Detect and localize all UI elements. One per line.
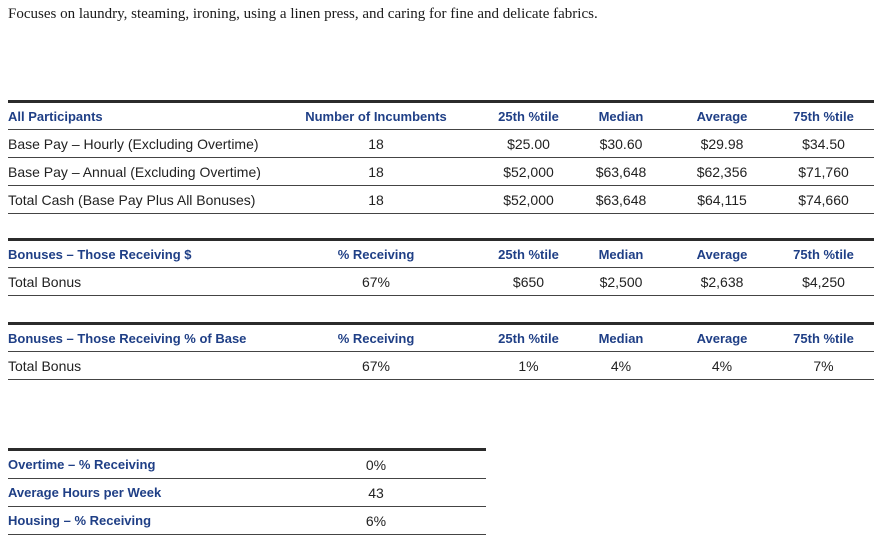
column-header: 25th %tile xyxy=(486,238,571,268)
table-row: Base Pay – Hourly (Excluding Overtime) 1… xyxy=(8,129,874,158)
row-label: Overtime – % Receiving xyxy=(8,448,266,479)
table-cell: $2,500 xyxy=(571,267,671,296)
table-cell: $52,000 xyxy=(486,157,571,186)
table-row: Average Hours per Week 43 xyxy=(8,478,486,507)
row-label: Housing – % Receiving xyxy=(8,506,266,535)
table-cell: $62,356 xyxy=(671,157,773,186)
table-cell: 18 xyxy=(266,185,486,214)
table-cell: $74,660 xyxy=(773,185,874,214)
table-row: Housing – % Receiving 6% xyxy=(8,506,486,535)
row-label: Total Bonus xyxy=(8,351,266,380)
column-header: 25th %tile xyxy=(486,100,571,130)
column-header: All Participants xyxy=(8,100,266,130)
table-cell: $25.00 xyxy=(486,129,571,158)
table-cell: $63,648 xyxy=(571,185,671,214)
table-cell: $34.50 xyxy=(773,129,874,158)
column-header: Bonuses – Those Receiving % of Base xyxy=(8,322,266,352)
table-cell: 7% xyxy=(773,351,874,380)
table-row: Total Cash (Base Pay Plus All Bonuses) 1… xyxy=(8,185,874,214)
table-cell: $4,250 xyxy=(773,267,874,296)
other-benefits-table: Overtime – % Receiving 0% Average Hours … xyxy=(8,448,486,535)
table-cell: 0% xyxy=(266,448,486,479)
table-cell: 67% xyxy=(266,267,486,296)
bonus-percent-table: Bonuses – Those Receiving % of Base % Re… xyxy=(8,322,874,380)
column-header: Median xyxy=(571,100,671,130)
table-row: Total Bonus 67% 1% 4% 4% 7% xyxy=(8,351,874,380)
table-cell: $64,115 xyxy=(671,185,773,214)
table-row: Total Bonus 67% $650 $2,500 $2,638 $4,25… xyxy=(8,267,874,296)
participants-table: All Participants Number of Incumbents 25… xyxy=(8,100,874,214)
table-cell: 6% xyxy=(266,506,486,535)
participants-header-row: All Participants Number of Incumbents 25… xyxy=(8,100,874,130)
table-cell: $63,648 xyxy=(571,157,671,186)
column-header: 25th %tile xyxy=(486,322,571,352)
intro-text: Focuses on laundry, steaming, ironing, u… xyxy=(8,6,598,22)
table-cell: $29.98 xyxy=(671,129,773,158)
table-cell: 4% xyxy=(571,351,671,380)
table-cell: $52,000 xyxy=(486,185,571,214)
table-cell: 18 xyxy=(266,129,486,158)
table-cell: 4% xyxy=(671,351,773,380)
column-header: 75th %tile xyxy=(773,238,874,268)
table-cell: $71,760 xyxy=(773,157,874,186)
table-cell: $650 xyxy=(486,267,571,296)
table-cell: 67% xyxy=(266,351,486,380)
table-cell: $2,638 xyxy=(671,267,773,296)
column-header: Average xyxy=(671,322,773,352)
row-label: Average Hours per Week xyxy=(8,478,266,507)
column-header: 75th %tile xyxy=(773,322,874,352)
row-label: Total Bonus xyxy=(8,267,266,296)
bonus-dollars-table: Bonuses – Those Receiving $ % Receiving … xyxy=(8,238,874,296)
table-row: Base Pay – Annual (Excluding Overtime) 1… xyxy=(8,157,874,186)
bonus-percent-header-row: Bonuses – Those Receiving % of Base % Re… xyxy=(8,322,874,352)
table-cell: $30.60 xyxy=(571,129,671,158)
column-header: Average xyxy=(671,100,773,130)
table-cell: 18 xyxy=(266,157,486,186)
column-header: Number of Incumbents xyxy=(266,100,486,130)
table-cell: 43 xyxy=(266,478,486,507)
table-row: Overtime – % Receiving 0% xyxy=(8,448,486,479)
table-cell: 1% xyxy=(486,351,571,380)
bonus-dollars-header-row: Bonuses – Those Receiving $ % Receiving … xyxy=(8,238,874,268)
column-header: % Receiving xyxy=(266,322,486,352)
column-header: Median xyxy=(571,238,671,268)
column-header: % Receiving xyxy=(266,238,486,268)
column-header: 75th %tile xyxy=(773,100,874,130)
row-label: Base Pay – Hourly (Excluding Overtime) xyxy=(8,129,266,158)
row-label: Base Pay – Annual (Excluding Overtime) xyxy=(8,157,266,186)
row-label: Total Cash (Base Pay Plus All Bonuses) xyxy=(8,185,266,214)
column-header: Median xyxy=(571,322,671,352)
column-header: Bonuses – Those Receiving $ xyxy=(8,238,266,268)
column-header: Average xyxy=(671,238,773,268)
